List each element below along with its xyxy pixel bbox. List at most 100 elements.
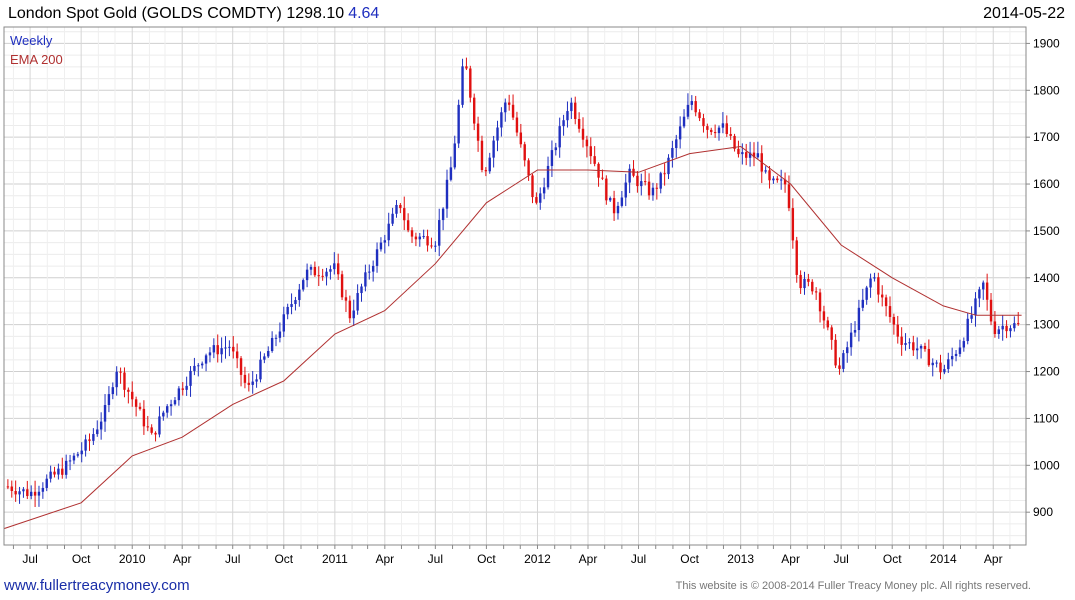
x-tick-label: Apr (375, 552, 394, 566)
y-tick-label: 1500 (1033, 224, 1060, 238)
candle-body (500, 112, 503, 128)
candle-body (457, 104, 460, 144)
candle-body (88, 439, 91, 441)
candle-body (142, 408, 146, 427)
candle-body (37, 491, 41, 496)
candle-body (267, 351, 270, 357)
candle-body (379, 242, 383, 250)
candle-body (146, 426, 149, 428)
candle-body (313, 266, 317, 276)
candle-body (624, 182, 627, 198)
candle-body (216, 345, 219, 355)
candle-body (278, 331, 282, 338)
candle-body (853, 330, 857, 333)
candle-body (14, 490, 17, 495)
y-tick-label: 1300 (1033, 318, 1060, 332)
candle-body (224, 347, 227, 349)
candle-body (173, 400, 177, 405)
candle-body (643, 181, 647, 183)
y-tick-label: 1600 (1033, 177, 1060, 191)
candle-body (978, 289, 981, 299)
x-tick-label: Jul (22, 552, 37, 566)
candle-body (235, 351, 239, 359)
site-link[interactable]: www.fullertreacymoney.com (4, 577, 190, 594)
chart-title: London Spot Gold (GOLDS COMDTY) 1298.10 4… (8, 5, 379, 23)
candle-body (263, 356, 266, 360)
x-tick-label: Apr (984, 552, 1003, 566)
candle-body (197, 365, 200, 367)
candle-body (383, 240, 387, 243)
candle-body (694, 101, 697, 113)
candle-body (465, 66, 468, 69)
candle-body (546, 165, 550, 188)
candle-body (612, 198, 616, 214)
candle-body (111, 387, 115, 395)
candle-body (181, 388, 184, 390)
candle-body (204, 355, 208, 364)
candle-body (861, 299, 864, 308)
candle-body (177, 388, 181, 401)
y-tick-label: 1700 (1033, 130, 1060, 144)
candle-body (298, 289, 301, 301)
x-tick-label: 2010 (119, 552, 146, 566)
candle-body (228, 346, 231, 348)
candle-body (119, 371, 122, 373)
candle-body (733, 135, 736, 149)
candle-body (507, 102, 511, 105)
candle-body (842, 353, 845, 369)
candle-body (469, 68, 472, 98)
candle-body (702, 118, 705, 127)
candle-body (605, 178, 608, 201)
candle-body (441, 208, 445, 221)
candle-body (690, 101, 694, 105)
candle-body (414, 236, 418, 240)
candle-body (26, 489, 29, 497)
candle-body (655, 187, 659, 189)
candle-body (336, 263, 340, 275)
candle-body (476, 123, 480, 141)
candle-body (1013, 323, 1016, 329)
candle-body (756, 153, 760, 158)
candle-body (531, 175, 534, 198)
candle-body (371, 265, 375, 272)
candle-body (717, 127, 721, 134)
candle-body (710, 129, 713, 133)
candle-body (589, 146, 592, 157)
candle-body (675, 139, 678, 148)
candle-body (982, 282, 985, 290)
candle-body (356, 293, 359, 311)
candle-body (663, 173, 666, 175)
candle-body (725, 123, 728, 135)
candle-body (127, 389, 130, 392)
candle-body (61, 468, 64, 475)
legend-weekly: Weekly (10, 33, 53, 48)
candle-body (321, 275, 324, 277)
candle-body (939, 362, 942, 373)
candle-body (993, 321, 997, 335)
candle-body (865, 287, 868, 300)
x-tick-label: Jul (833, 552, 848, 566)
candle-body (706, 126, 709, 130)
candle-body (158, 416, 161, 435)
y-tick-label: 900 (1033, 505, 1053, 519)
candle-body (550, 150, 554, 166)
candle-body (741, 152, 744, 155)
y-tick-label: 1800 (1033, 83, 1060, 97)
candle-body (1001, 325, 1004, 330)
candle-body (403, 208, 406, 221)
candle-body (6, 486, 10, 488)
candle-body (107, 394, 111, 406)
price-change: 4.64 (348, 5, 380, 22)
y-tick-label: 1900 (1033, 36, 1060, 50)
candle-body (511, 104, 515, 118)
candle-body (329, 269, 332, 272)
candle-body (340, 274, 344, 298)
candle-body (779, 179, 783, 181)
candle-body (220, 348, 223, 355)
candle-body (255, 379, 258, 382)
candle-body (539, 193, 542, 203)
candle-body (274, 337, 278, 339)
candle-body (131, 391, 134, 400)
candle-body (947, 359, 950, 370)
